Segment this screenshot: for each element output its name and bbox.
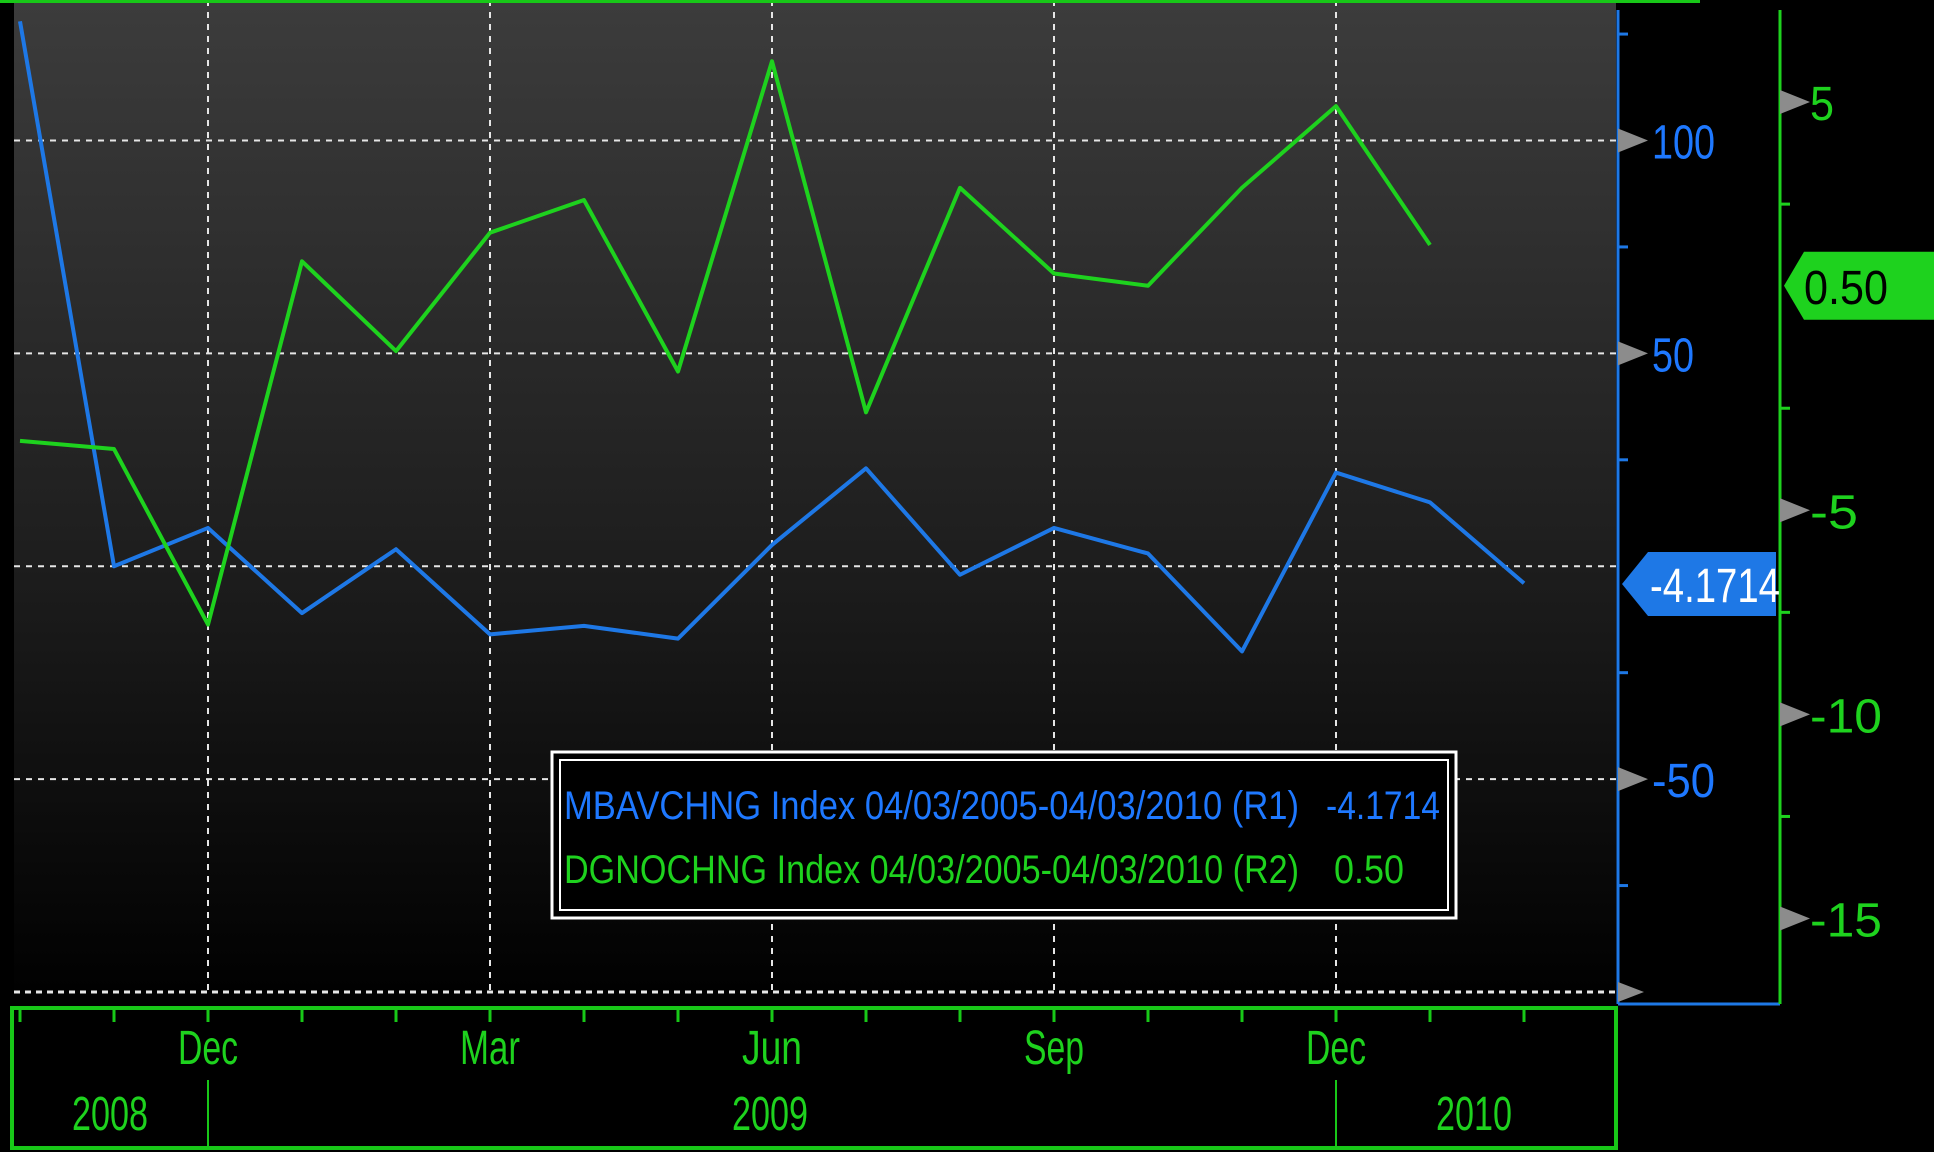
axes: 100 50 -50 5 -5 -10 -15 -4.1714 0.50 <box>0 0 1934 1006</box>
x-axis-month-label: Sep <box>1024 1022 1084 1075</box>
series-mbavchng-line <box>18 20 1526 654</box>
last-value-flag-label: -4.1714 <box>1650 560 1780 613</box>
left-axis-tick-marker <box>1618 982 1644 1002</box>
legend-box: MBAVCHNG Index 04/03/2005-04/03/2010 (R1… <box>550 750 1458 920</box>
right-axis-tick-label: -5 <box>1810 486 1858 539</box>
left-axis-tick-label: -50 <box>1652 755 1715 808</box>
left-axis-tick-marker <box>1618 341 1648 366</box>
left-axis-tick-marker <box>1618 128 1648 153</box>
legend-series1-label: MBAVCHNG Index 04/03/2005-04/03/2010 (R1… <box>564 784 1299 828</box>
x-axis-month-label: Mar <box>460 1022 520 1075</box>
right-axis-tick-label: -15 <box>1810 895 1882 948</box>
right-axis-tick-marker <box>1780 702 1810 727</box>
right-axis-tick-marker <box>1780 906 1810 931</box>
last-value-flag-dgnochng: 0.50 <box>1784 251 1934 320</box>
legend-series2-value: 0.50 <box>1334 848 1404 892</box>
last-value-flag-shape <box>1784 251 1934 320</box>
legend-series1-value: -4.1714 <box>1326 784 1440 828</box>
x-axis-month-label: Dec <box>1306 1022 1366 1075</box>
left-axis-tick-label: 50 <box>1652 329 1694 382</box>
x-axis-frame <box>10 1006 1618 1150</box>
x-axis-year-label: 2009 <box>732 1088 808 1141</box>
x-axis-month-label: Dec <box>178 1022 238 1075</box>
right-axis-tick-label: -10 <box>1810 690 1882 743</box>
last-value-flag-shape <box>1622 552 1776 617</box>
right-axis-panel <box>1616 0 1934 1004</box>
legend-series2-label: DGNOCHNG Index 04/03/2005-04/03/2010 (R2… <box>564 848 1299 892</box>
x-axis-month-label: Jun <box>742 1022 802 1075</box>
series-dgnochng-line <box>19 59 1432 627</box>
last-value-flag-label: 0.50 <box>1804 262 1888 315</box>
series <box>18 20 1526 654</box>
left-axis-tick-label: 100 <box>1652 116 1715 169</box>
x-axis: Dec Mar Jun Sep Dec 2008 2009 2010 <box>10 1006 1618 1150</box>
x-axis-year-label: 2008 <box>72 1088 148 1141</box>
right-axis-tick-label: 5 <box>1810 78 1834 131</box>
last-value-flag-mbavchng: -4.1714 <box>1622 552 1780 617</box>
x-axis-year-label: 2010 <box>1436 1088 1512 1141</box>
right-axis-tick-marker <box>1780 90 1810 115</box>
left-axis-tick-marker <box>1618 767 1648 792</box>
right-axis-tick-marker <box>1780 498 1810 523</box>
